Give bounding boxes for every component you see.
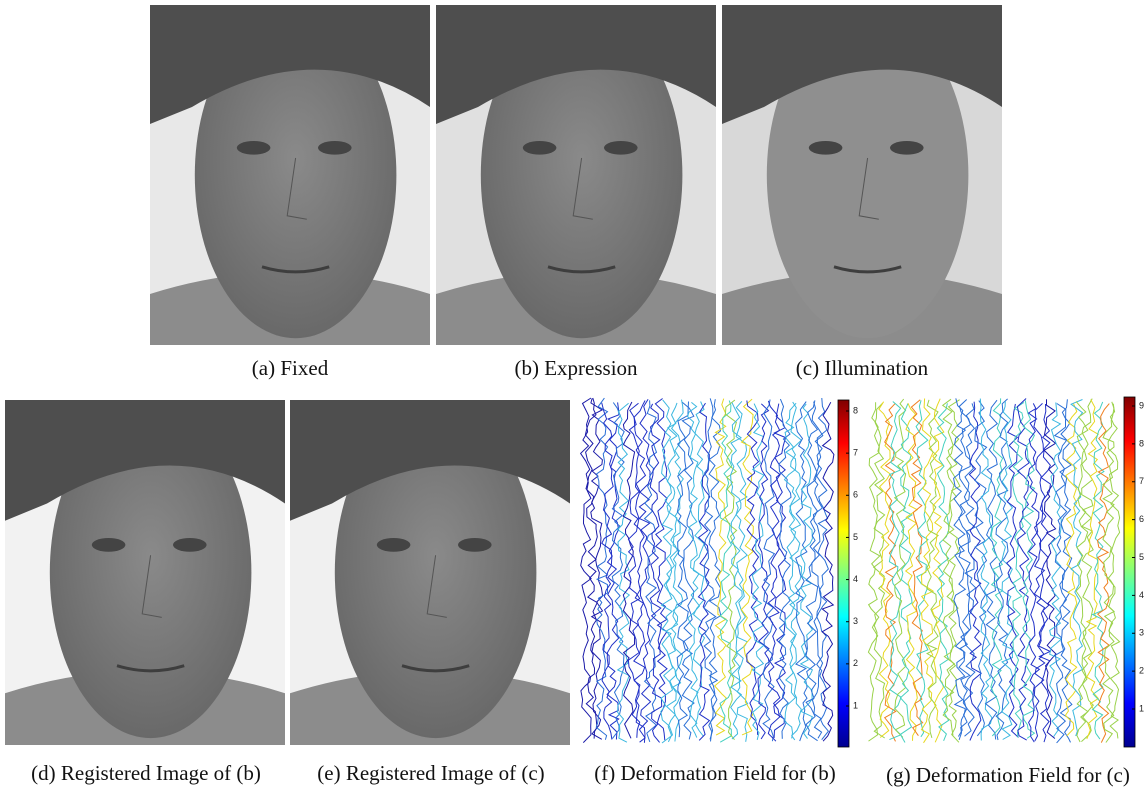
field-line bbox=[874, 403, 885, 738]
field-line bbox=[677, 402, 688, 738]
field-line bbox=[1108, 402, 1120, 739]
colorbar-tick-label: 6 bbox=[853, 490, 858, 500]
colorbar-tick-label: 5 bbox=[1139, 552, 1144, 562]
deformation-field bbox=[581, 398, 834, 743]
photo bbox=[436, 5, 716, 345]
page: 1 2 3 4 5 6 7 8 1 2 3 4 5 6 7 8 9 (a) Fixed (b) Expressi… bbox=[0, 0, 1148, 801]
colorbar-tick-label: 2 bbox=[853, 658, 858, 668]
photo bbox=[5, 400, 285, 745]
colorbar-tick-label: 4 bbox=[853, 574, 858, 584]
photo bbox=[722, 5, 1002, 345]
eye bbox=[809, 141, 843, 155]
colorbar-tick-label: 1 bbox=[1139, 703, 1144, 713]
field-line bbox=[1087, 400, 1099, 739]
colorbar bbox=[838, 400, 849, 747]
caption: (g) Deformation Field for (c) bbox=[872, 763, 1144, 788]
photo bbox=[290, 400, 570, 745]
colorbar-tick-label: 4 bbox=[1139, 590, 1144, 600]
field-line bbox=[1060, 399, 1072, 742]
field-line bbox=[1050, 402, 1062, 736]
field-line bbox=[822, 402, 834, 741]
field-line bbox=[948, 400, 960, 743]
colorbar-tick-label: 3 bbox=[853, 616, 858, 626]
eye bbox=[318, 141, 352, 155]
field-line bbox=[618, 403, 630, 742]
photo bbox=[150, 5, 430, 345]
caption: (a) Fixed bbox=[150, 356, 430, 381]
field-line bbox=[879, 402, 891, 738]
eye bbox=[890, 141, 924, 155]
caption: (f) Deformation Field for (b) bbox=[585, 761, 845, 786]
field-line bbox=[645, 400, 657, 742]
field-line bbox=[916, 400, 928, 736]
field-line bbox=[758, 404, 769, 739]
colorbar-tick-label: 5 bbox=[853, 532, 858, 542]
field-line bbox=[868, 402, 879, 741]
field-line bbox=[693, 402, 704, 737]
colorbar-tick-label: 9 bbox=[1139, 400, 1144, 410]
caption: (c) Illumination bbox=[722, 356, 1002, 381]
eye bbox=[523, 141, 557, 155]
field-line bbox=[1028, 403, 1039, 742]
eye bbox=[458, 538, 492, 552]
colorbar-tick-label: 8 bbox=[1139, 438, 1144, 448]
field-line bbox=[1093, 402, 1104, 739]
field-line bbox=[1044, 399, 1056, 738]
caption: (d) Registered Image of (b) bbox=[0, 761, 292, 786]
field-line bbox=[731, 403, 743, 740]
field-line bbox=[1071, 400, 1083, 737]
field-line bbox=[639, 399, 650, 742]
deformation-field bbox=[868, 398, 1119, 743]
field-line bbox=[774, 404, 786, 738]
figure: 1 2 3 4 5 6 7 8 1 2 3 4 5 6 7 8 9 bbox=[0, 0, 1148, 801]
field-line bbox=[581, 398, 592, 743]
colorbar bbox=[1124, 397, 1135, 747]
field-line bbox=[1023, 400, 1035, 738]
colorbar-tick-label: 1 bbox=[853, 700, 858, 710]
eye bbox=[173, 538, 207, 552]
field-line bbox=[1098, 404, 1110, 743]
colorbar-tick-label: 8 bbox=[853, 405, 858, 415]
colorbar-tick-label: 7 bbox=[1139, 476, 1144, 486]
field-line bbox=[612, 403, 624, 739]
field-line bbox=[698, 403, 709, 740]
eye bbox=[237, 141, 271, 155]
field-line bbox=[996, 399, 1008, 740]
eye bbox=[377, 538, 411, 552]
eye bbox=[92, 538, 126, 552]
field-line bbox=[911, 400, 922, 736]
field-line bbox=[1034, 403, 1045, 741]
field-line bbox=[709, 399, 721, 739]
caption: (b) Expression bbox=[436, 356, 716, 381]
field-line bbox=[1002, 401, 1013, 739]
colorbar-tick-label: 6 bbox=[1139, 514, 1144, 524]
eye bbox=[604, 141, 638, 155]
colorbar-tick-label: 7 bbox=[853, 448, 858, 458]
field-line bbox=[991, 398, 1003, 736]
field-line bbox=[655, 399, 667, 741]
caption: (e) Registered Image of (c) bbox=[286, 761, 576, 786]
field-line bbox=[725, 400, 736, 740]
colorbar-tick-label: 2 bbox=[1139, 666, 1144, 676]
field-line bbox=[937, 403, 949, 741]
field-line bbox=[975, 401, 987, 736]
colorbar-tick-label: 3 bbox=[1139, 628, 1144, 638]
